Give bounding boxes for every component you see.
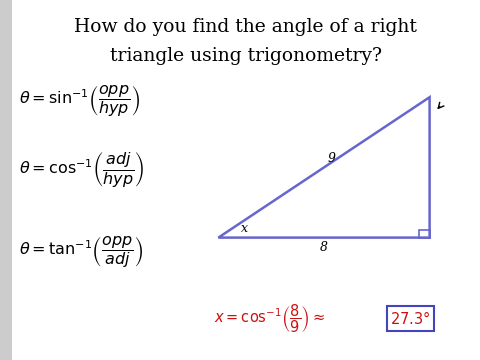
Text: 9: 9 [327, 152, 335, 165]
Text: $\mathit{x}=\cos^{-1}\!\left(\dfrac{8}{9}\right)\approx$: $\mathit{x}=\cos^{-1}\!\left(\dfrac{8}{9… [214, 302, 325, 335]
Text: triangle using trigonometry?: triangle using trigonometry? [110, 47, 382, 65]
Text: $\theta = \cos^{-1}\!\left(\dfrac{\mathit{adj}}{\mathit{hyp}}\right)$: $\theta = \cos^{-1}\!\left(\dfrac{\mathi… [19, 150, 144, 189]
Text: 8: 8 [320, 241, 328, 254]
Bar [0, 0, 12, 360]
Text: $27.3°$: $27.3°$ [390, 310, 431, 327]
Text: x: x [241, 222, 248, 235]
Text: $\theta = \sin^{-1}\!\left(\dfrac{\mathit{opp}}{\mathit{hyp}}\right)$: $\theta = \sin^{-1}\!\left(\dfrac{\mathi… [19, 83, 141, 119]
Text: $\theta = \tan^{-1}\!\left(\dfrac{\mathit{opp}}{\mathit{adj}}\right)$: $\theta = \tan^{-1}\!\left(\dfrac{\mathi… [19, 234, 144, 270]
Text: How do you find the angle of a right: How do you find the angle of a right [74, 18, 417, 36]
